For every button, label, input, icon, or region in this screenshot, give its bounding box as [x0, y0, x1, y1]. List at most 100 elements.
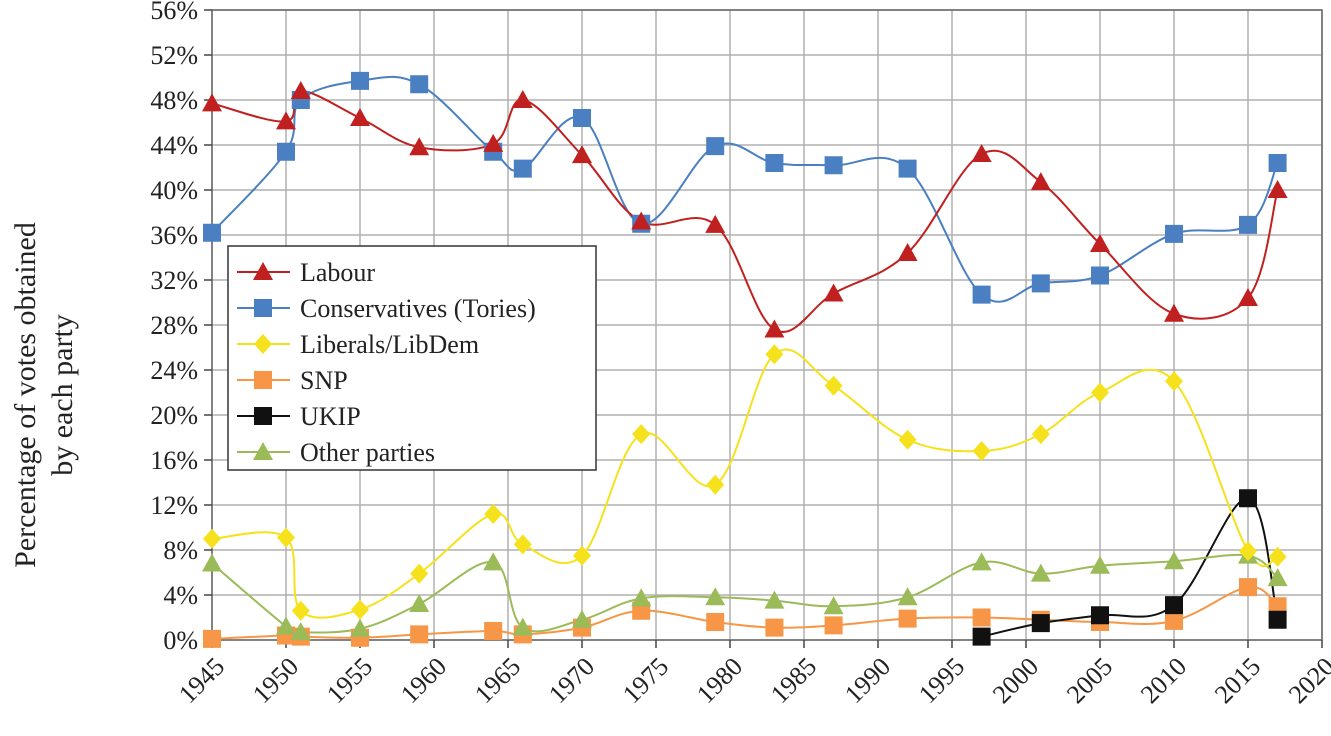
other-parties-data-point [631, 588, 652, 607]
conservatives-tories-data-point [573, 109, 591, 127]
snp-data-point [706, 613, 725, 631]
other-parties-data-point [512, 617, 533, 636]
liberals-libdem-data-point [203, 528, 221, 549]
legend-label-other-parties: Other parties [300, 438, 435, 467]
y-axis-label-line-1: Percentage of votes obtained [9, 222, 42, 568]
other-parties-data-point [705, 587, 726, 606]
labour-data-point [290, 81, 311, 99]
ukip-data-point [1239, 489, 1257, 508]
x-tick-label: 1975 [617, 652, 674, 709]
liberals-libdem-data-point [277, 527, 295, 548]
liberals-libdem-data-point [351, 599, 369, 620]
x-tick-label: 2010 [1135, 652, 1192, 709]
legend-marker-other-parties [253, 442, 273, 460]
labour-data-point [512, 90, 533, 108]
y-tick-label: 16% [150, 446, 198, 475]
labour-data-point [1030, 172, 1051, 191]
labour-data-point [350, 108, 370, 126]
y-axis-label: Percentage of votes obtained by each par… [9, 222, 79, 568]
x-tick-label: 1960 [395, 652, 452, 709]
ukip-data-point [1091, 606, 1109, 625]
snp-data-point [1239, 578, 1257, 597]
conservatives-tories-data-point [765, 154, 784, 172]
x-tick-label: 1990 [839, 652, 896, 709]
labour-data-point [705, 214, 726, 233]
legend-marker-conservatives-tories [254, 299, 272, 317]
snp-data-point [898, 609, 917, 628]
y-tick-label: 0% [163, 626, 198, 655]
y-tick-label: 4% [163, 581, 198, 610]
x-tick-label: 2015 [1209, 652, 1266, 709]
liberals-libdem-data-point [706, 474, 725, 495]
x-tick-label: 1970 [543, 652, 600, 709]
y-tick-label: 36% [150, 221, 198, 250]
x-tick-label: 1980 [691, 652, 748, 709]
liberals-libdem-data-point [1031, 424, 1050, 445]
other-parties-data-point [483, 552, 504, 571]
y-tick-label: 40% [150, 176, 198, 205]
y-tick-label: 56% [150, 0, 198, 25]
labour-data-point [409, 137, 430, 156]
y-tick-label: 52% [150, 41, 198, 70]
legend-label-liberals-libdem: Liberals/LibDem [300, 330, 479, 359]
x-tick-label: 2005 [1061, 652, 1118, 709]
liberals-libdem-data-point [410, 563, 429, 584]
legend-marker-snp [254, 371, 272, 389]
liberals-libdem-data-point [824, 375, 843, 396]
conservatives-tories-data-point [1031, 274, 1050, 293]
liberals-libdem-data-point [898, 429, 917, 450]
legend-label-labour: Labour [300, 258, 375, 287]
x-tick-label: 2020 [1283, 652, 1331, 709]
y-tick-label: 24% [150, 356, 198, 385]
legend-label-ukip: UKIP [300, 402, 361, 431]
conservatives-tories-data-point [410, 75, 429, 94]
conservatives-tories-data-point [1239, 215, 1257, 234]
labour-data-point [631, 211, 652, 230]
other-parties-data-point [1030, 563, 1051, 582]
conservatives-tories-data-point [824, 156, 843, 175]
conservatives-tories-data-point [351, 71, 369, 90]
legend-label-conservatives-tories: Conservatives (Tories) [300, 294, 536, 323]
y-tick-label: 8% [163, 536, 198, 565]
other-parties-data-point [572, 609, 592, 628]
liberals-libdem-data-point [1091, 382, 1109, 403]
labour-data-point [1164, 303, 1184, 322]
ukip-data-point [972, 627, 991, 646]
other-parties-data-point [897, 587, 918, 606]
legend-marker-liberals-libdem [254, 334, 272, 354]
other-parties-data-point [1090, 555, 1110, 574]
liberals-libdem-data-point [1165, 371, 1183, 392]
labour-data-point [897, 243, 918, 261]
legend: Labour Conservatives (Tories) Liberals/Lib… [227, 245, 597, 471]
y-tick-label: 28% [150, 311, 198, 340]
series-markers [202, 71, 1288, 648]
y-axis-label-line-2: by each party [46, 314, 79, 476]
liberals-libdem-data-point [1268, 546, 1287, 567]
x-tick-label: 1945 [173, 652, 230, 709]
labour-data-point [483, 133, 504, 152]
x-tick-label: 1955 [321, 652, 378, 709]
x-tick-label: 1995 [913, 652, 970, 709]
x-tick-label: 1965 [469, 652, 526, 709]
legend-box [227, 245, 597, 471]
y-tick-label: 32% [150, 266, 198, 295]
snp-data-point [410, 625, 429, 644]
ukip-data-point [1031, 614, 1050, 633]
snp-data-point [972, 608, 991, 627]
labour-data-point [276, 111, 296, 130]
labour-data-point [1267, 180, 1288, 198]
other-parties-data-point [764, 590, 785, 609]
labour-data-point [572, 145, 592, 164]
legend-marker-ukip [254, 407, 272, 425]
other-parties-data-point [971, 552, 992, 571]
y-tick-label: 44% [150, 131, 198, 160]
other-parties-data-point [409, 594, 430, 612]
y-axis-ticks: 0% 4% 8% 12% 16% 20% 24% 28% 32% 36% 40% 44% 48% 52% 5… [150, 0, 212, 655]
x-tick-label: 2000 [987, 652, 1044, 709]
conservatives-tories-data-point [1091, 266, 1109, 285]
conservatives-tories-data-point [706, 137, 725, 156]
snp-data-point [484, 622, 503, 640]
ukip-data-point [1268, 610, 1287, 629]
labour-data-point [202, 93, 222, 112]
